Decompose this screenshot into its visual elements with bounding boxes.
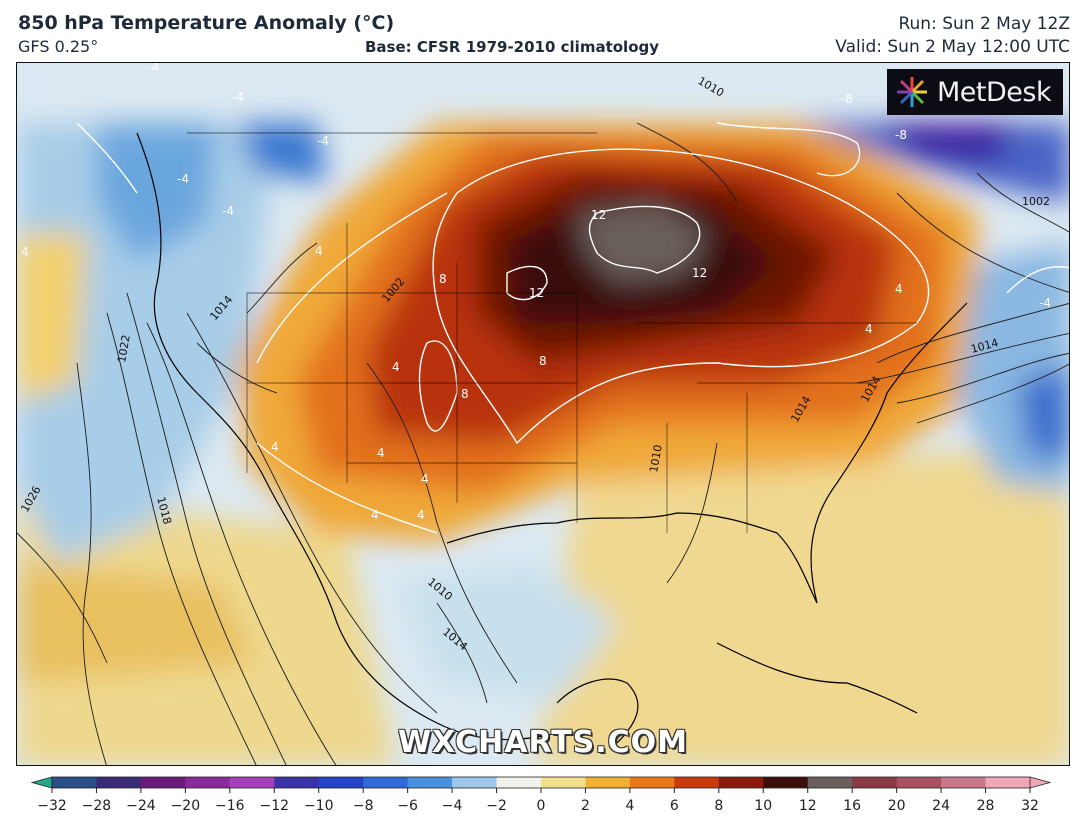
svg-text:4: 4 bbox=[377, 446, 385, 460]
colorbar-tick-label: −6 bbox=[397, 798, 418, 814]
anomaly-labels: -4 -4 -4 -4 -4 4 4 -8 -8 12 12 12 8 8 8 … bbox=[21, 63, 1051, 522]
colorbar-tick-label: 4 bbox=[625, 798, 634, 814]
colorbar-segment bbox=[52, 777, 97, 788]
svg-text:4: 4 bbox=[417, 508, 425, 522]
colorbar-tick-label: 28 bbox=[977, 798, 995, 814]
colorbar-segment bbox=[585, 777, 631, 788]
colorbar-segment bbox=[140, 777, 186, 788]
svg-text:-4: -4 bbox=[147, 63, 159, 74]
colorbar-segment bbox=[185, 777, 231, 788]
colorbar-segment bbox=[718, 777, 764, 788]
colorbar-segment bbox=[629, 777, 675, 788]
colorbar-segment bbox=[674, 777, 720, 788]
colorbar-segments bbox=[30, 776, 1052, 789]
svg-text:4: 4 bbox=[392, 360, 400, 374]
colorbar-segment bbox=[452, 777, 498, 788]
svg-text:4: 4 bbox=[21, 245, 29, 259]
colorbar-segment bbox=[229, 777, 275, 788]
wxcharts-watermark: WXCHARTS.COM bbox=[397, 725, 689, 760]
map-canvas: 1010 1002 1014 1022 1014 1018 1026 1010 … bbox=[17, 63, 1069, 765]
anomaly-map: 1010 1002 1014 1022 1014 1018 1026 1010 … bbox=[16, 62, 1070, 766]
svg-text:1010: 1010 bbox=[647, 444, 665, 474]
colorbar-tick-label: −8 bbox=[353, 798, 374, 814]
colorbar-tick-label: −2 bbox=[486, 798, 507, 814]
svg-text:8: 8 bbox=[461, 387, 469, 401]
colorbar-tick-label: 6 bbox=[670, 798, 679, 814]
colorbar-tick-label: 10 bbox=[754, 798, 772, 814]
svg-text:4: 4 bbox=[315, 244, 323, 258]
svg-text:4: 4 bbox=[271, 440, 279, 454]
colorbar-legend: −32 −28 −24 −20 −16 −12 −10 −8 −6 −4 −2 0 2 4 6 8 10 12 16… bbox=[30, 776, 1052, 814]
chart-title: 850 hPa Temperature Anomaly (°C) bbox=[18, 12, 395, 34]
metdesk-logo: MetDesk bbox=[887, 69, 1063, 115]
colorbar-segment bbox=[274, 777, 320, 788]
colorbar-segment bbox=[852, 777, 898, 788]
colorbar-tick-label: 8 bbox=[714, 798, 723, 814]
svg-text:-4: -4 bbox=[232, 90, 244, 104]
model-name: GFS 0.25° bbox=[18, 37, 99, 56]
colorbar-segment bbox=[96, 777, 142, 788]
colorbar-ticks: −32 −28 −24 −20 −16 −12 −10 −8 −6 −4 −2 0 2 4 6 8 10 12 16… bbox=[37, 788, 1039, 814]
colorbar-tick-label: 32 bbox=[1021, 798, 1039, 814]
svg-text:-4: -4 bbox=[222, 204, 234, 218]
colorbar-tick-label: −20 bbox=[171, 798, 201, 814]
svg-text:1022: 1022 bbox=[115, 334, 133, 364]
colorbar-segment bbox=[541, 777, 586, 788]
run-time: Run: Sun 2 May 12Z bbox=[898, 14, 1070, 34]
metdesk-logo-text: MetDesk bbox=[937, 76, 1052, 108]
colorbar-tick-label: −4 bbox=[442, 798, 463, 814]
colorbar-segment bbox=[941, 777, 987, 788]
svg-text:4: 4 bbox=[895, 282, 903, 296]
metdesk-sun-icon bbox=[897, 77, 927, 107]
svg-text:4: 4 bbox=[865, 322, 873, 336]
colorbar-segment bbox=[496, 777, 542, 788]
colorbar-segment bbox=[763, 777, 809, 788]
colorbar-segment bbox=[407, 777, 453, 788]
colorbar-tick-label: −12 bbox=[259, 798, 289, 814]
colorbar-segment bbox=[318, 777, 364, 788]
anomaly-field bbox=[17, 123, 1069, 765]
borders bbox=[187, 132, 917, 533]
svg-text:4: 4 bbox=[371, 508, 379, 522]
colorbar-tick-label: 16 bbox=[843, 798, 861, 814]
colorbar-tick-label: 12 bbox=[799, 798, 817, 814]
valid-time: Valid: Sun 2 May 12:00 UTC bbox=[835, 37, 1070, 57]
climatology-base: Base: CFSR 1979-2010 climatology bbox=[365, 38, 660, 56]
svg-text:12: 12 bbox=[692, 266, 707, 280]
colorbar-tick-label: 0 bbox=[537, 798, 546, 814]
svg-text:-8: -8 bbox=[895, 128, 907, 142]
colorbar-segment bbox=[896, 777, 942, 788]
colorbar-max-arrow bbox=[1029, 776, 1052, 789]
svg-text:-4: -4 bbox=[1039, 296, 1051, 310]
svg-text:12: 12 bbox=[529, 286, 544, 300]
colorbar-min-arrow bbox=[30, 776, 53, 789]
colorbar-tick-label: −10 bbox=[304, 798, 334, 814]
colorbar-segment bbox=[807, 777, 853, 788]
colorbar-tick-label: −28 bbox=[82, 798, 112, 814]
svg-text:-8: -8 bbox=[841, 92, 853, 106]
svg-text:12: 12 bbox=[591, 208, 606, 222]
coastlines bbox=[136, 132, 968, 744]
colorbar-tick-label: −16 bbox=[215, 798, 245, 814]
svg-text:4: 4 bbox=[421, 472, 429, 486]
svg-text:8: 8 bbox=[539, 354, 547, 368]
svg-text:-4: -4 bbox=[317, 134, 329, 148]
anomaly-contours bbox=[76, 122, 1069, 534]
colorbar-segment bbox=[985, 777, 1031, 788]
colorbar-tick-label: 24 bbox=[932, 798, 950, 814]
colorbar-tick-label: 20 bbox=[888, 798, 906, 814]
colorbar-segment bbox=[363, 777, 409, 788]
svg-text:-4: -4 bbox=[177, 172, 189, 186]
colorbar-tick-label: 2 bbox=[581, 798, 590, 814]
colorbar-tick-label: −32 bbox=[37, 798, 67, 814]
isobar-contours bbox=[17, 122, 1069, 765]
colorbar-tick-label: −24 bbox=[126, 798, 156, 814]
svg-text:1002: 1002 bbox=[1022, 195, 1050, 208]
svg-text:8: 8 bbox=[439, 272, 447, 286]
